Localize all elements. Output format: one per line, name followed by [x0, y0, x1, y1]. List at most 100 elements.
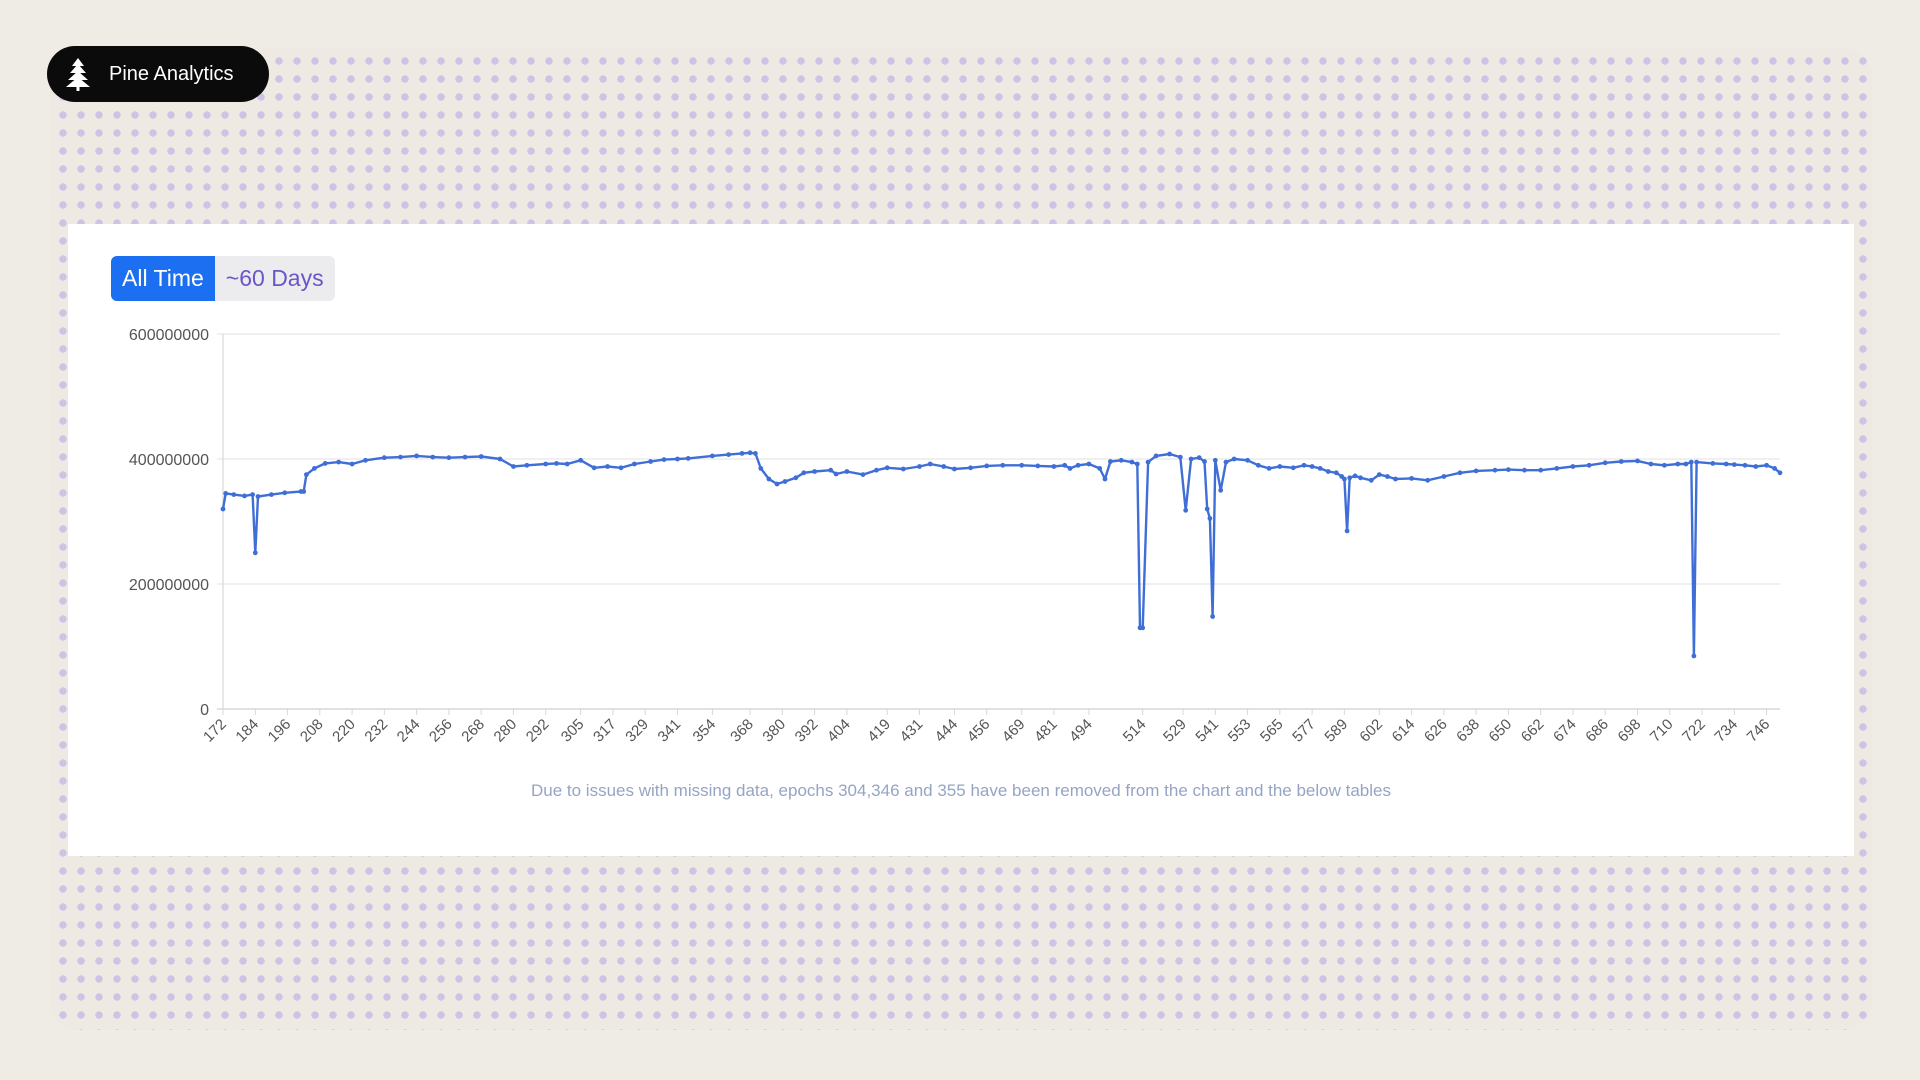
data-point — [304, 472, 309, 477]
data-point — [1196, 455, 1202, 461]
data-point — [1342, 476, 1347, 482]
data-point — [250, 492, 256, 497]
data-point — [478, 454, 484, 459]
data-point — [1325, 469, 1331, 474]
data-point — [1202, 459, 1207, 464]
data-point — [1301, 462, 1307, 468]
data-point — [220, 506, 226, 512]
x-tick-label: 329 — [622, 716, 652, 746]
data-point — [1522, 467, 1527, 473]
y-tick-label: 200000000 — [129, 577, 209, 594]
x-tick-label: 208 — [297, 716, 327, 746]
data-point — [1231, 456, 1237, 462]
data-point — [1188, 456, 1194, 462]
data-point — [1019, 462, 1025, 468]
x-tick-label: 404 — [824, 716, 854, 746]
data-point — [812, 469, 817, 474]
data-point — [1764, 462, 1769, 468]
x-tick-label: 614 — [1389, 716, 1419, 746]
data-point — [1108, 459, 1113, 464]
data-point — [793, 475, 799, 481]
data-point — [1277, 464, 1283, 469]
data-point — [774, 481, 780, 487]
x-tick-label: 494 — [1066, 716, 1096, 746]
data-point — [1618, 459, 1624, 464]
data-point — [648, 459, 653, 464]
data-point — [1207, 516, 1213, 521]
data-point — [1347, 475, 1353, 481]
data-point — [747, 450, 753, 456]
data-point — [1210, 614, 1215, 619]
data-point — [1177, 454, 1183, 460]
data-point — [605, 464, 610, 469]
data-point — [1570, 464, 1576, 469]
x-tick-label: 710 — [1647, 716, 1677, 746]
x-tick-label: 305 — [558, 716, 588, 746]
x-tick-label: 368 — [727, 716, 757, 746]
data-point — [1675, 461, 1681, 467]
x-tick-label: 565 — [1257, 716, 1287, 746]
data-point — [726, 452, 731, 457]
data-point — [336, 459, 341, 465]
brand-badge[interactable]: Pine Analytics — [47, 46, 269, 102]
x-tick-label: 541 — [1192, 716, 1222, 746]
data-point — [1586, 462, 1592, 468]
y-tick-label: 0 — [200, 702, 209, 719]
data-point — [1266, 466, 1272, 471]
data-point — [753, 451, 758, 456]
series-line — [221, 451, 1781, 658]
data-point — [941, 464, 947, 469]
x-tick-label: 698 — [1615, 716, 1645, 746]
all-time-button[interactable]: All Time — [111, 256, 215, 301]
data-point — [1183, 507, 1189, 513]
data-point — [1554, 466, 1560, 471]
data-point — [1062, 462, 1068, 468]
data-point — [223, 491, 229, 496]
data-point — [801, 470, 807, 476]
data-point — [1731, 462, 1737, 467]
x-tick-label: 553 — [1225, 716, 1255, 746]
data-point — [1710, 461, 1716, 466]
x-tick-label: 341 — [655, 716, 685, 746]
data-point — [782, 479, 788, 484]
data-point — [1245, 457, 1250, 463]
data-point — [1153, 453, 1159, 459]
x-tick-label: 419 — [864, 716, 894, 746]
data-point — [1097, 466, 1103, 471]
data-point — [301, 489, 307, 494]
data-point — [1051, 464, 1057, 469]
data-point — [739, 451, 745, 456]
data-point — [511, 464, 516, 469]
data-point — [1385, 474, 1390, 479]
data-point — [398, 454, 403, 460]
sixty-days-button[interactable]: ~60 Days — [225, 265, 324, 291]
x-tick-label: 256 — [426, 716, 456, 746]
data-point — [1602, 460, 1608, 466]
data-point — [1000, 462, 1006, 468]
data-point — [968, 465, 973, 471]
data-point — [462, 454, 468, 460]
x-tick-label: 529 — [1160, 716, 1190, 746]
x-tick-label: 650 — [1486, 716, 1516, 746]
data-point — [1118, 457, 1124, 463]
data-point — [1218, 487, 1224, 493]
x-tick-label: 626 — [1421, 716, 1451, 746]
data-point — [255, 494, 261, 499]
data-point — [1393, 476, 1398, 482]
data-point — [1694, 459, 1699, 465]
data-point — [758, 466, 764, 471]
x-tick-label: 172 — [200, 716, 230, 746]
data-point — [1772, 466, 1777, 471]
data-point — [984, 463, 990, 469]
data-point — [312, 466, 317, 471]
data-point — [632, 461, 637, 467]
data-point — [917, 464, 922, 469]
data-point — [1204, 506, 1210, 512]
time-range-toggle: All Time ~60 Days — [111, 256, 335, 301]
x-tick-label: 746 — [1744, 716, 1774, 746]
data-point — [1317, 466, 1323, 471]
data-point — [710, 453, 715, 459]
x-tick-label: 392 — [792, 716, 822, 746]
x-tick-label: 662 — [1518, 716, 1548, 746]
data-point — [1742, 462, 1748, 468]
